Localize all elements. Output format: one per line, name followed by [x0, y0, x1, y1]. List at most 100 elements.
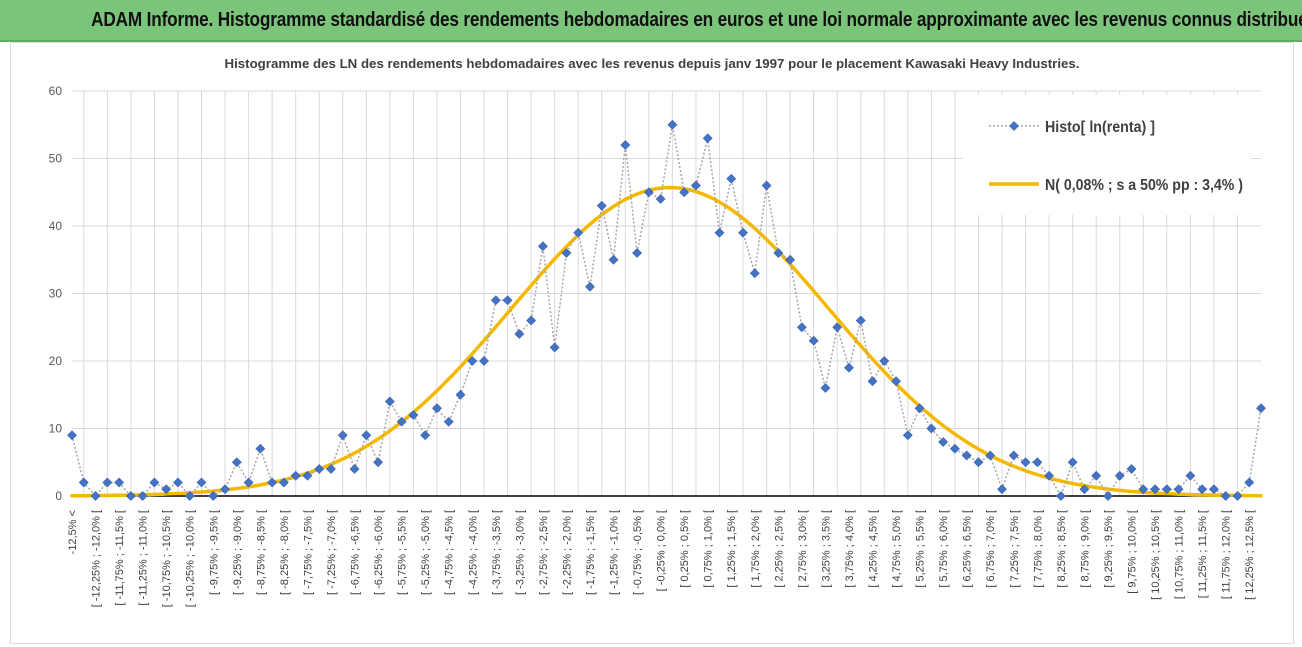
- x-tick-label: [ -2,75% ; -2,5% [: [538, 510, 550, 595]
- x-tick-label: [ -6,75% ; -6,5% [: [350, 510, 362, 595]
- histogram-point: [985, 450, 996, 461]
- histogram-point: [67, 430, 77, 441]
- histogram-point: [844, 362, 854, 373]
- histogram-point: [1091, 470, 1102, 481]
- histogram-point: [479, 356, 489, 366]
- legend-normal-label: N( 0,08% ; s a 50% pp : 3,4% ): [1045, 177, 1243, 194]
- histogram-point: [796, 322, 807, 333]
- histogram-point: [420, 430, 431, 441]
- x-tick-label: [ 10,25% ; 10,5% [: [1150, 510, 1162, 600]
- x-tick-label: [ -5,75% ; -5,5% [: [397, 510, 409, 595]
- x-tick-label: [ 3,25% ; 3,5% [: [820, 510, 832, 588]
- histogram-point: [125, 491, 136, 501]
- x-tick-label: [ 6,25% ; 6,5% [: [962, 510, 974, 588]
- x-tick-label: [ 9,25% ; 9,5% [: [1103, 510, 1115, 588]
- x-tick-label: [ -8,75% ; -8,5% [: [255, 510, 267, 595]
- x-tick-label: [ -7,75% ; -7,5% [: [302, 510, 314, 595]
- histogram-point: [90, 491, 101, 501]
- histogram-point: [714, 227, 725, 238]
- x-tick-label: -12,5% <: [67, 510, 79, 554]
- histogram-point: [761, 180, 772, 191]
- x-tick-label: [ 1,75% ; 2,0% [: [750, 510, 762, 588]
- histogram-point: [173, 477, 183, 488]
- histogram-point: [961, 450, 972, 461]
- x-tick-label: [ 5,25% ; 5,5% [: [915, 510, 927, 588]
- x-tick-label: [ -11,25% ; -11,0% [: [138, 510, 150, 606]
- histogram-point: [78, 477, 89, 488]
- histogram-point: [808, 335, 819, 346]
- x-tick-label: [ -4,75% ; -4,5% [: [444, 510, 456, 595]
- histogram-point: [773, 248, 784, 258]
- histogram-point: [1067, 457, 1078, 468]
- x-tick-label: [ -3,75% ; -3,5% [: [491, 510, 503, 595]
- histogram-point: [667, 119, 678, 130]
- y-tick-label: 50: [49, 152, 63, 166]
- x-tick-label: [ 10,75% ; 11,0% [: [1174, 510, 1186, 599]
- histogram-point: [691, 180, 701, 191]
- histogram-point: [278, 477, 289, 488]
- histogram-point: [973, 457, 984, 468]
- report-banner: ADAM Informe. Histogramme standardisé de…: [0, 0, 1302, 42]
- histogram-point: [902, 430, 913, 441]
- x-tick-label: [ -9,25% ; -9,0% [: [232, 510, 244, 595]
- normal-curve-line: [70, 185, 1263, 498]
- x-tick-label: [ -1,25% ; -1,0% [: [609, 510, 621, 595]
- histogram-point: [361, 430, 372, 441]
- legend-histo-marker: [1009, 121, 1019, 131]
- histogram-point: [208, 491, 219, 501]
- histogram-point: [1161, 484, 1172, 495]
- histogram-point: [679, 187, 690, 198]
- histogram-point: [149, 477, 160, 488]
- x-tick-label: [ 8,25% ; 8,5% [: [1056, 510, 1068, 588]
- y-tick-label: 40: [49, 219, 63, 233]
- histogram-point: [467, 356, 478, 366]
- histogram-point: [102, 477, 113, 488]
- histogram-point: [1055, 491, 1066, 501]
- x-tick-label: [ 7,75% ; 8,0% [: [1032, 510, 1044, 588]
- x-tick-label: [ 1,25% ; 1,5% [: [726, 510, 738, 588]
- y-tick-label: 10: [49, 422, 63, 436]
- histogram-point: [879, 356, 890, 366]
- histogram-series-line: [71, 124, 1262, 498]
- x-tick-label: [ 8,75% ; 9,0% [: [1079, 510, 1091, 588]
- histogram-point: [1020, 457, 1031, 468]
- histogram-point: [490, 295, 501, 306]
- y-tick-label: 20: [49, 354, 63, 368]
- legend-box: [963, 95, 1251, 215]
- histogram-point: [643, 187, 654, 198]
- histogram-point: [255, 443, 266, 454]
- histogram-point: [314, 464, 325, 474]
- x-tick-label: [ -11,75% ; -11,5% [: [114, 510, 126, 606]
- histogram-point: [561, 248, 572, 258]
- histogram-point: [1079, 484, 1090, 495]
- histogram-point: [537, 241, 548, 252]
- y-tick-label: 0: [55, 489, 62, 503]
- histogram-point: [914, 403, 925, 414]
- x-tick-label: [ -3,25% ; -3,0% [: [514, 510, 526, 595]
- histogram-point: [349, 464, 360, 474]
- x-tick-label: [ 11,75% ; 12,0% [: [1221, 510, 1233, 599]
- histogram-point: [432, 403, 442, 414]
- histogram-point: [573, 227, 584, 238]
- histogram-point: [243, 477, 254, 488]
- x-tick-label: [ 4,75% ; 5,0% [: [891, 510, 903, 588]
- histogram-chart: Histogramme des LN des rendements hebdom…: [49, 56, 1266, 607]
- histogram-point: [137, 491, 148, 501]
- histogram-point: [290, 470, 301, 481]
- x-tick-label: [ 2,25% ; 2,5% [: [773, 510, 785, 588]
- histogram-point: [632, 248, 642, 258]
- histogram-point: [337, 430, 348, 441]
- x-tick-label: [ 5,75% ; 6,0% [: [938, 510, 950, 588]
- histogram-point: [184, 491, 195, 501]
- x-tick-label: [ -5,25% ; -5,0% [: [420, 510, 432, 595]
- histogram-point: [384, 396, 395, 407]
- histogram-point: [1138, 484, 1149, 495]
- histogram-point: [949, 443, 960, 454]
- x-tick-label: [ 11,25% ; 11,5% [: [1197, 510, 1209, 598]
- x-tick-label: [ -6,25% ; -6,0% [: [373, 510, 385, 595]
- x-tick-label: [ 4,25% ; 4,5% [: [868, 510, 880, 588]
- histogram-point: [749, 268, 760, 279]
- histogram-point: [820, 383, 831, 393]
- histogram-point: [455, 389, 466, 400]
